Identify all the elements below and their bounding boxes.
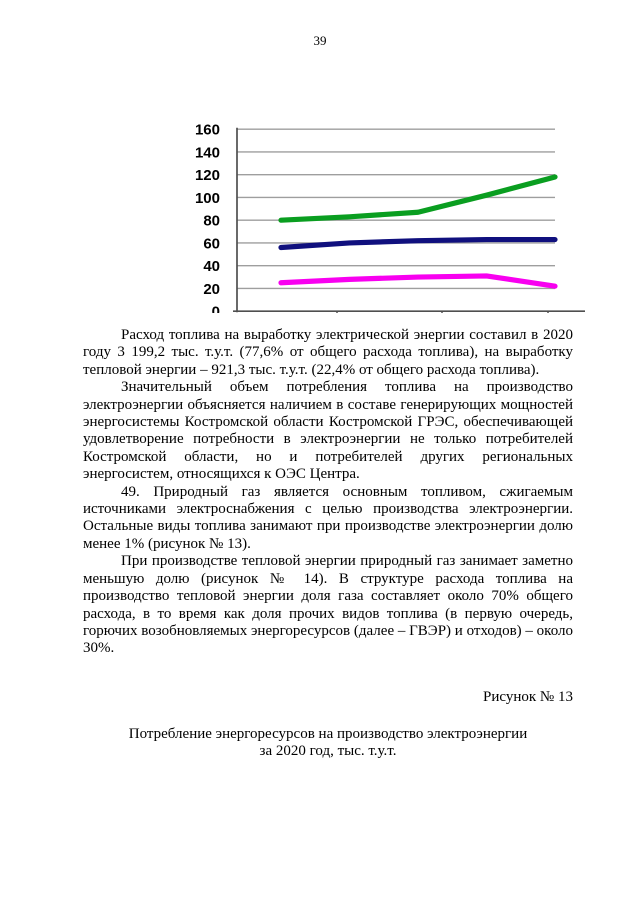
paragraph-natural-gas: 49. Природный газ является основным топл… <box>83 483 573 552</box>
paragraph-heat-production: При производстве тепловой энергии природ… <box>83 553 573 657</box>
paragraph-generation-capacity: Значительный объем потребления топлива н… <box>83 379 573 483</box>
y-axis-label: 100 <box>195 190 220 207</box>
fuel-consumption-line-chart: 160 140 120 100 80 60 40 20 0 <box>150 118 595 313</box>
y-axis-label: 80 <box>203 213 220 230</box>
y-axis-label: 60 <box>203 235 220 252</box>
figure-title-line-2: за 2020 год, тыс. т.у.т. <box>259 743 397 760</box>
paragraph-fuel-consumption: Расход топлива на выработку электрическо… <box>83 327 573 378</box>
body-text: Расход топлива на выработку электрическо… <box>83 327 573 658</box>
y-axis-label: 20 <box>203 281 220 298</box>
y-axis-label: 120 <box>195 167 220 184</box>
figure-caption: Рисунок № 13 <box>483 689 573 705</box>
green-line <box>278 174 558 223</box>
figure-title: Потребление энергоресурсов на производст… <box>83 726 573 761</box>
y-axis-label: 40 <box>203 258 220 275</box>
y-axis-label: 160 <box>195 122 220 139</box>
figure-title-line-1: Потребление энергоресурсов на производст… <box>128 726 528 742</box>
page-number: 39 <box>313 33 327 48</box>
navy-line <box>278 236 558 251</box>
y-axis-label: 140 <box>195 144 220 161</box>
chart-canvas: 160 140 120 100 80 60 40 20 0 <box>195 122 585 313</box>
y-axis-label: 0 <box>212 304 220 313</box>
magenta-line <box>278 273 558 289</box>
